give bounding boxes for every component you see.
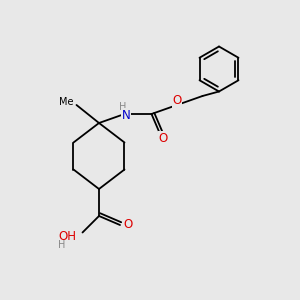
Text: O: O	[172, 94, 182, 107]
Text: N: N	[122, 109, 130, 122]
Text: H: H	[58, 240, 65, 250]
Text: H: H	[119, 101, 127, 112]
Text: O: O	[123, 218, 132, 232]
Text: Me: Me	[59, 97, 74, 107]
Text: OH: OH	[58, 230, 76, 244]
Text: O: O	[159, 131, 168, 145]
